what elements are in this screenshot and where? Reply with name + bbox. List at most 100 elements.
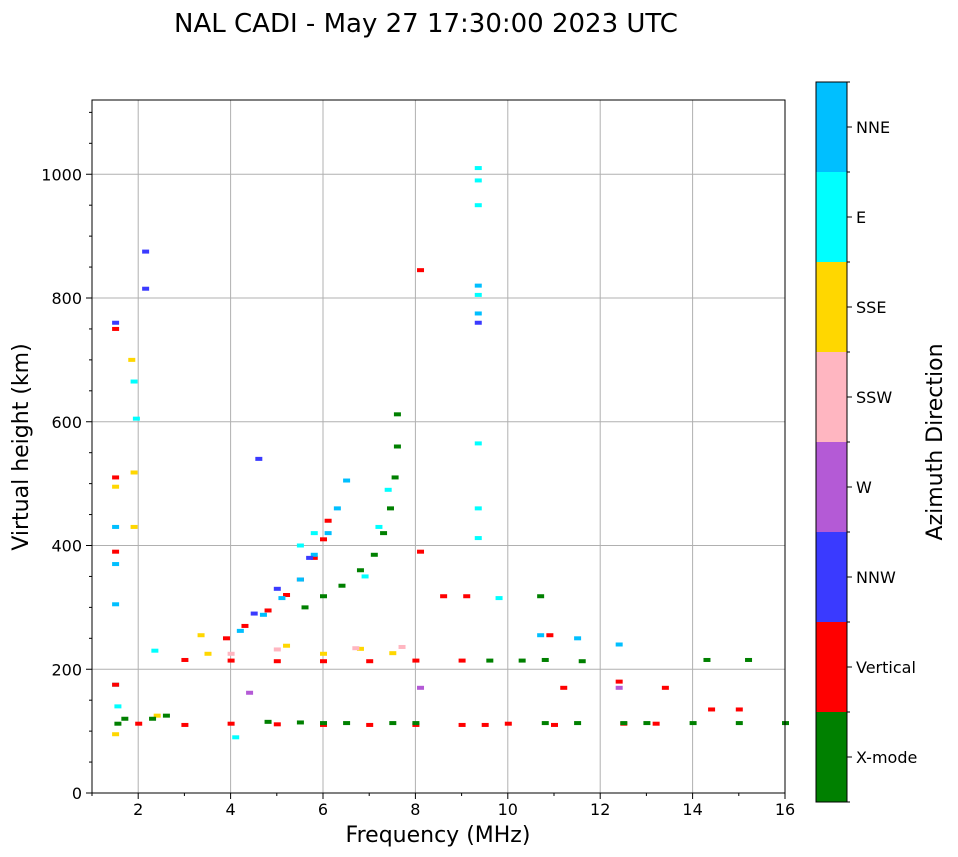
- echo-mark-vertical: [463, 594, 471, 599]
- colorbar-swatch: [816, 82, 847, 172]
- echo-mark-nne: [112, 524, 120, 529]
- echo-mark-vertical: [264, 608, 272, 613]
- echo-mark-e: [130, 379, 138, 384]
- echo-mark-vertical: [551, 722, 558, 727]
- echo-mark-vertical: [504, 721, 512, 726]
- echo-mark-vertical: [112, 475, 120, 480]
- echo-mark-x-mode: [343, 721, 351, 726]
- y-tick-label: 800: [51, 289, 82, 308]
- echo-mark-w: [417, 685, 425, 690]
- echo-mark-x-mode: [264, 719, 272, 724]
- echo-mark-nne: [310, 552, 318, 557]
- echo-mark-x-mode: [541, 721, 549, 726]
- echo-mark-nne: [112, 562, 120, 567]
- echo-mark-e: [232, 735, 240, 740]
- echo-mark-vertical: [112, 682, 120, 687]
- echo-mark-vertical: [440, 594, 448, 599]
- colorbar-swatch: [816, 442, 847, 532]
- echo-mark-sse: [112, 732, 120, 737]
- echo-mark-x-mode: [338, 583, 346, 588]
- echo-mark-e: [474, 166, 482, 171]
- colorbar-label: X-mode: [856, 748, 917, 767]
- echo-mark-vertical: [615, 679, 623, 684]
- echo-mark-vertical: [181, 722, 189, 727]
- echo-mark-vertical: [661, 685, 669, 690]
- echo-mark-nne: [343, 478, 351, 483]
- echo-mark-e: [474, 441, 482, 446]
- echo-mark-e: [361, 574, 369, 579]
- colorbar-title: Azimuth Direction: [923, 343, 948, 540]
- echo-mark-x-mode: [391, 475, 399, 480]
- axis-ticks: 2 4 6 8 10 12 14 16 0 200 400 600 800 1000: [41, 111, 795, 819]
- echo-mark-vertical: [310, 555, 318, 560]
- echo-mark-e: [474, 292, 482, 297]
- echo-mark-x-mode: [162, 713, 170, 718]
- y-tick-label: 200: [51, 660, 82, 679]
- x-tick-label: 6: [318, 800, 328, 819]
- echo-mark-ssw: [273, 647, 281, 652]
- echo-mark-x-mode: [386, 506, 394, 511]
- x-tick-label: 10: [498, 800, 518, 819]
- colorbar: X-mode Vertical NNW W SSW SSE E NNE: [815, 81, 917, 803]
- colorbar-label: E: [856, 208, 866, 227]
- y-tick-label: 1000: [41, 165, 82, 184]
- colorbar-label: W: [856, 478, 872, 497]
- colorbar-swatch: [816, 352, 847, 442]
- x-axis-label: Frequency (MHz): [346, 823, 531, 848]
- echo-mark-sse: [389, 651, 397, 656]
- echo-mark-x-mode: [393, 444, 401, 449]
- colorbar-swatch: [816, 622, 847, 712]
- echo-mark-vertical: [320, 659, 327, 664]
- data-marks: [112, 166, 789, 740]
- x-tick-label: 14: [682, 800, 702, 819]
- echo-mark-x-mode: [320, 721, 327, 726]
- x-tick-label: 4: [226, 800, 236, 819]
- echo-mark-e: [114, 704, 122, 709]
- echo-mark-x-mode: [389, 721, 397, 726]
- echo-mark-nne: [324, 531, 332, 536]
- echo-mark-vertical: [283, 593, 291, 597]
- chart-title: NAL CADI - May 27 17:30:00 2023 UTC: [174, 9, 678, 39]
- colorbar-label: NNW: [856, 568, 896, 587]
- echo-mark-x-mode: [356, 568, 364, 573]
- echo-mark-x-mode: [541, 657, 549, 662]
- echo-mark-sse: [204, 651, 212, 656]
- colorbar-label: SSE: [856, 298, 886, 317]
- echo-mark-vertical: [273, 722, 281, 727]
- echo-mark-vertical: [273, 659, 281, 664]
- echo-mark-e: [310, 531, 318, 536]
- echo-mark-nne: [278, 596, 286, 601]
- echo-mark-nnw: [474, 320, 482, 325]
- y-tick-label: 400: [51, 537, 82, 556]
- echo-mark-e: [375, 524, 383, 529]
- x-tick-label: 2: [133, 800, 143, 819]
- echo-mark-x-mode: [149, 716, 157, 721]
- echo-mark-w: [615, 685, 623, 690]
- echo-mark-e: [495, 596, 503, 601]
- echo-mark-vertical: [227, 658, 235, 663]
- echo-mark-vertical: [417, 549, 425, 554]
- echo-mark-x-mode: [380, 531, 388, 536]
- echo-mark-vertical: [241, 623, 249, 628]
- echo-mark-nne: [574, 636, 582, 641]
- echo-mark-vertical: [708, 707, 716, 712]
- echo-mark-nnw: [255, 456, 263, 461]
- echo-mark-x-mode: [370, 552, 378, 557]
- echo-mark-vertical: [458, 722, 466, 727]
- echo-mark-sse: [153, 713, 161, 718]
- echo-mark-nne: [296, 577, 304, 582]
- echo-mark-nne: [474, 311, 482, 316]
- echo-mark-nne: [537, 633, 545, 638]
- echo-mark-sse: [320, 651, 327, 656]
- echo-mark-e: [474, 506, 482, 511]
- echo-mark-nnw: [142, 286, 150, 291]
- echo-mark-nne: [236, 628, 244, 633]
- echo-mark-nne: [615, 642, 623, 647]
- echo-mark-vertical: [135, 721, 143, 726]
- colorbar-swatch: [816, 172, 847, 262]
- echo-mark-sse: [283, 643, 291, 648]
- y-axis-label: Virtual height (km): [9, 343, 34, 550]
- grid-layer: [92, 100, 786, 794]
- colorbar-swatch: [816, 532, 847, 622]
- echo-mark-x-mode: [643, 721, 651, 726]
